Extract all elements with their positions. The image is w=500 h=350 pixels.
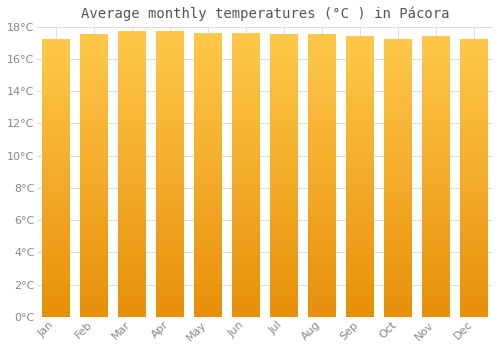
- Title: Average monthly temperatures (°C ) in Pácora: Average monthly temperatures (°C ) in Pá…: [81, 7, 450, 21]
